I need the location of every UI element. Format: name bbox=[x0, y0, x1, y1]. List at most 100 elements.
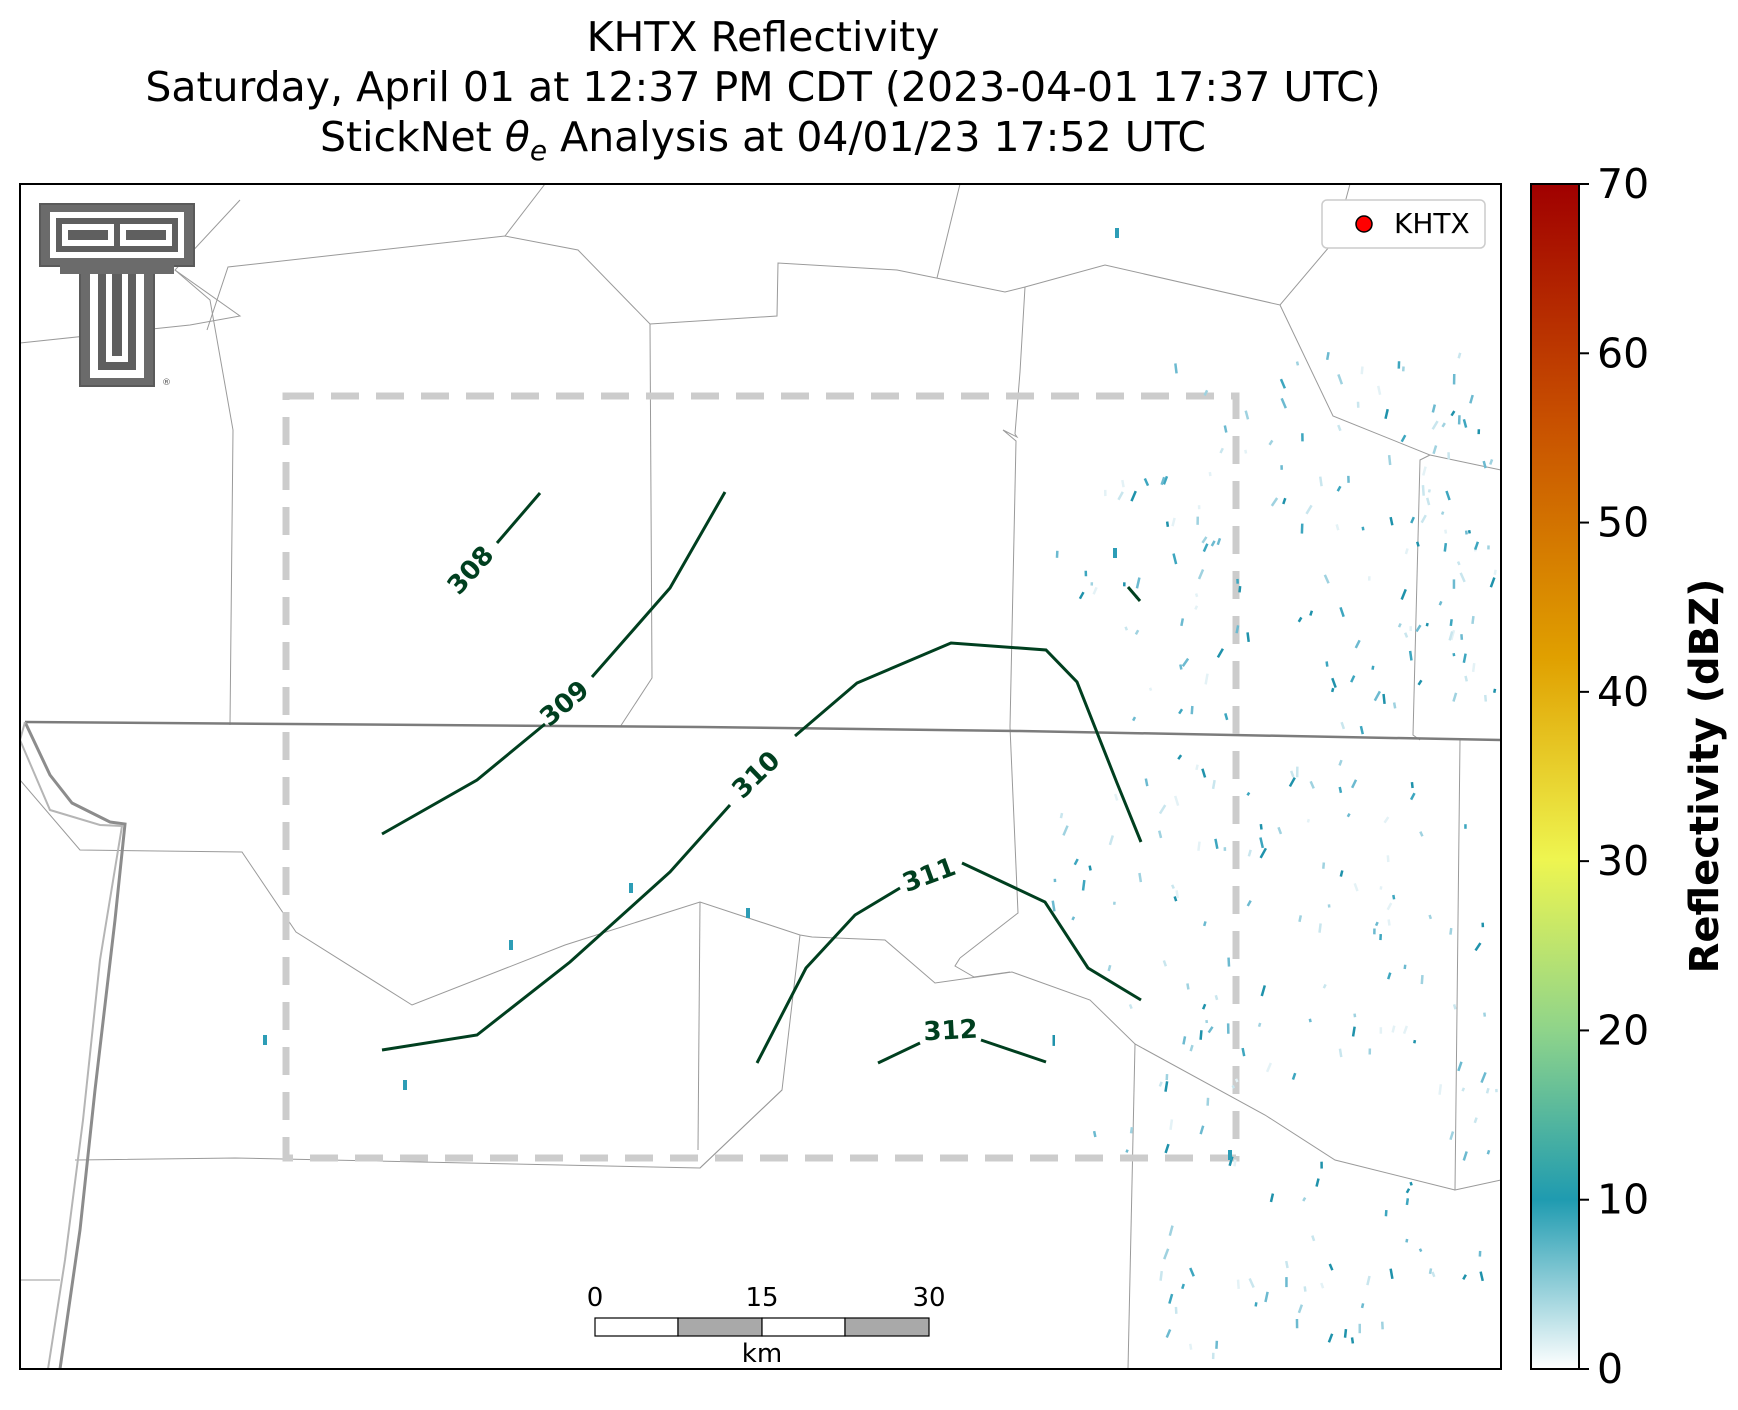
echo-pixel bbox=[1295, 1318, 1299, 1329]
echo-pixel bbox=[1379, 886, 1383, 890]
echo-pixel bbox=[1205, 1019, 1209, 1024]
echo-pixel bbox=[1181, 657, 1190, 667]
echo-pixel bbox=[1206, 1097, 1210, 1106]
echo-pixel bbox=[1246, 791, 1251, 797]
map-area[interactable]: 308 309 310 311 312 ® KHTX bbox=[20, 184, 1501, 1369]
echo-pixel bbox=[1489, 577, 1496, 588]
echo-pixel bbox=[1330, 687, 1335, 693]
echo-pixel bbox=[1338, 759, 1343, 766]
echo-pixel bbox=[1464, 824, 1467, 829]
echo-pixel bbox=[1351, 1026, 1356, 1037]
echo-pixel bbox=[1113, 548, 1117, 558]
echo-pixel bbox=[1478, 1250, 1482, 1257]
contour-312-segment bbox=[877, 1041, 921, 1065]
echo-pixel bbox=[1279, 378, 1287, 389]
title-analysis-suffix: Analysis at 04/01/23 17:52 UTC bbox=[547, 113, 1206, 161]
echo-pixel bbox=[1383, 816, 1390, 824]
echo-pixel bbox=[1486, 1149, 1491, 1155]
registered-mark: ® bbox=[162, 378, 171, 388]
echo-pixel bbox=[1438, 600, 1443, 606]
contour-312-segment bbox=[980, 1038, 1047, 1064]
echo-pixel bbox=[509, 940, 513, 950]
theta-e-contours bbox=[381, 491, 1143, 1065]
echo-pixel bbox=[1432, 445, 1438, 455]
echo-pixel bbox=[1135, 577, 1141, 589]
echo-pixel bbox=[1259, 837, 1265, 849]
echo-pixel bbox=[403, 1080, 407, 1090]
echo-pixel bbox=[1158, 804, 1167, 815]
echo-pixel bbox=[1347, 475, 1350, 483]
echo-pixel bbox=[1174, 363, 1178, 374]
echo-pixel bbox=[1449, 619, 1453, 627]
echo-pixel bbox=[1143, 477, 1150, 487]
title-datetime: Saturday, April 01 at 12:37 PM CDT (2023… bbox=[145, 63, 1381, 111]
echo-pixel bbox=[1379, 1027, 1383, 1034]
echo-pixel bbox=[1309, 610, 1314, 616]
echo-pixel bbox=[1483, 694, 1488, 702]
echo-pixel bbox=[1336, 485, 1342, 492]
echo-pixel bbox=[1359, 725, 1364, 735]
echo-pixel bbox=[1092, 1130, 1097, 1138]
echo-pixel bbox=[1350, 1337, 1355, 1344]
echo-pixel bbox=[1264, 1291, 1269, 1303]
echo-pixel bbox=[1386, 902, 1393, 911]
khtx-marker-icon bbox=[1355, 215, 1373, 233]
echo-pixel bbox=[1246, 899, 1252, 907]
echo-pixel bbox=[1483, 1012, 1487, 1017]
echo-pixel bbox=[1384, 1209, 1388, 1217]
echo-pixel bbox=[1462, 418, 1468, 428]
echo-pixel bbox=[1410, 781, 1414, 789]
colorbar-tick-label: 60 bbox=[1597, 329, 1649, 377]
echo-pixel bbox=[1228, 1156, 1234, 1167]
echo-pixel bbox=[1471, 615, 1475, 625]
theta-subscript: e bbox=[529, 134, 548, 168]
echo-pixel bbox=[1339, 606, 1345, 618]
echo-pixel bbox=[1402, 1025, 1409, 1035]
echo-pixel bbox=[1134, 629, 1140, 636]
echo-pixel bbox=[1308, 1018, 1312, 1023]
county-borders bbox=[20, 184, 1501, 1369]
echo-pixel bbox=[1211, 779, 1216, 790]
echo-pixel bbox=[1403, 964, 1407, 970]
echo-pixel bbox=[1297, 616, 1303, 623]
echo-pixel bbox=[1400, 588, 1407, 600]
figure-title: KHTX Reflectivity Saturday, April 01 at … bbox=[0, 12, 1526, 176]
echo-pixel bbox=[1259, 823, 1263, 830]
echo-pixel bbox=[1298, 915, 1303, 923]
echo-pixel bbox=[1165, 521, 1170, 527]
echo-pixel bbox=[1386, 972, 1392, 980]
echo-pixel bbox=[1392, 702, 1397, 709]
echo-pixel bbox=[1431, 1271, 1436, 1278]
echo-pixel bbox=[1215, 1340, 1219, 1349]
echo-pixel bbox=[1428, 1268, 1433, 1275]
echo-pixel bbox=[1346, 813, 1351, 818]
echo-pixel bbox=[1228, 1150, 1232, 1160]
map-frame bbox=[19, 183, 1502, 1370]
echo-pixel bbox=[1235, 625, 1240, 634]
contour-311-segment bbox=[961, 861, 1142, 1002]
echo-pixel bbox=[1201, 536, 1208, 544]
echo-pixel bbox=[1291, 1072, 1297, 1080]
echo-pixel bbox=[1464, 675, 1468, 682]
echo-pixel bbox=[1165, 1073, 1169, 1081]
echo-pixel bbox=[1168, 1225, 1174, 1236]
echo-pixel bbox=[1335, 524, 1340, 531]
echo-pixel bbox=[1322, 862, 1326, 869]
echo-pixel bbox=[1194, 605, 1199, 610]
echo-pixel bbox=[1241, 1047, 1246, 1057]
echo-pixel bbox=[1290, 770, 1295, 778]
echo-pixel bbox=[1384, 408, 1389, 420]
echo-pixel bbox=[1428, 914, 1433, 920]
echo-pixel bbox=[1112, 901, 1116, 905]
echo-pixel bbox=[1214, 838, 1219, 850]
state-borders bbox=[20, 720, 1501, 1369]
echo-pixel bbox=[1462, 653, 1467, 664]
echo-pixel bbox=[1132, 716, 1137, 722]
echo-pixel bbox=[1360, 1303, 1365, 1309]
echo-pixel bbox=[1350, 675, 1356, 683]
echo-pixel bbox=[1162, 960, 1168, 967]
echo-pixel bbox=[1202, 543, 1209, 553]
echo-pixel bbox=[1322, 983, 1327, 989]
echo-pixel bbox=[1417, 679, 1423, 686]
echo-pixel bbox=[1409, 626, 1412, 631]
